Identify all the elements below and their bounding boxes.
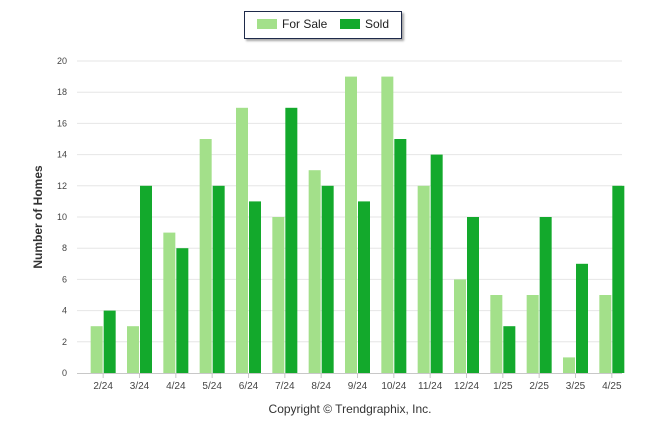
- x-tick-label: 2/25: [529, 381, 549, 392]
- bar-for-sale-2-25: [526, 295, 539, 373]
- x-tick-label: 12/24: [454, 381, 479, 392]
- legend-label-sold: Sold: [365, 17, 390, 31]
- bar-for-sale-11-24: [417, 185, 430, 373]
- bar-sold-10-24: [394, 139, 407, 373]
- x-tick-label: 10/24: [381, 381, 406, 392]
- bar-for-sale-9-24: [345, 76, 357, 373]
- y-axis-title: Number of Homes: [31, 165, 45, 269]
- bar-sold-5-24: [212, 185, 225, 373]
- y-tick-label: 0: [62, 368, 67, 378]
- bar-for-sale-4-24: [163, 232, 176, 373]
- bar-for-sale-6-24: [236, 107, 248, 374]
- x-tick-label: 3/24: [130, 381, 150, 392]
- y-tick-label: 14: [57, 150, 67, 160]
- bar-for-sale-5-24: [199, 139, 212, 373]
- bar-sold-4-24: [176, 248, 189, 373]
- bar-for-sale-2-24: [90, 326, 103, 373]
- legend-swatch-sold: [340, 19, 360, 29]
- bar-for-sale-1-25: [490, 295, 503, 373]
- legend-swatch-for-sale: [257, 19, 277, 29]
- x-tick-label: 4/24: [166, 381, 186, 392]
- bar-for-sale-3-24: [127, 326, 139, 373]
- x-tick-label: 2/24: [93, 381, 113, 392]
- x-tick-label: 5/24: [202, 381, 222, 392]
- bar-for-sale-10-24: [381, 76, 394, 373]
- bar-sold-2-24: [103, 310, 116, 373]
- x-tick-label: 11/24: [418, 381, 443, 392]
- legend-item-for-sale[interactable]: For Sale: [257, 17, 327, 31]
- x-tick-label: 9/24: [348, 381, 368, 392]
- bar-sold-8-24: [321, 185, 334, 373]
- bar-sold-3-24: [140, 185, 152, 373]
- bar-sold-3-25: [576, 263, 588, 373]
- bar-for-sale-8-24: [308, 170, 321, 373]
- legend-label-for-sale: For Sale: [282, 17, 328, 31]
- chart-legend: For Sale Sold: [244, 11, 402, 39]
- y-tick-label: 16: [57, 118, 67, 128]
- bar-sold-4-25: [612, 185, 625, 373]
- y-tick-label: 20: [57, 56, 67, 66]
- legend-item-sold[interactable]: Sold: [340, 17, 389, 31]
- x-tick-label: 3/25: [566, 381, 586, 392]
- y-tick-label: 18: [57, 87, 67, 97]
- x-tick-label: 4/25: [602, 381, 622, 392]
- bar-sold-6-24: [249, 201, 261, 373]
- x-tick-label: 8/24: [311, 381, 331, 392]
- bar-for-sale-12-24: [454, 279, 466, 373]
- bar-sold-1-25: [503, 326, 516, 373]
- y-tick-label: 6: [62, 274, 67, 284]
- bar-for-sale-3-25: [563, 357, 575, 373]
- bar-for-sale-7-24: [272, 217, 285, 373]
- y-tick-label: 8: [62, 243, 67, 253]
- x-tick-label: 1/25: [493, 381, 513, 392]
- x-tick-label: 6/24: [239, 381, 259, 392]
- bar-sold-12-24: [467, 217, 479, 373]
- bar-sold-7-24: [285, 107, 298, 374]
- copyright-text: Copyright © Trendgraphix, Inc.: [268, 402, 432, 416]
- x-tick-label: 7/24: [275, 381, 295, 392]
- y-tick-label: 10: [57, 212, 67, 222]
- y-tick-label: 4: [62, 306, 67, 316]
- bar-sold-2-25: [539, 217, 552, 373]
- y-tick-label: 2: [62, 337, 67, 347]
- bar-sold-11-24: [430, 154, 443, 373]
- bar-for-sale-4-25: [599, 295, 612, 373]
- bar-sold-9-24: [358, 201, 370, 373]
- y-tick-label: 12: [57, 181, 67, 191]
